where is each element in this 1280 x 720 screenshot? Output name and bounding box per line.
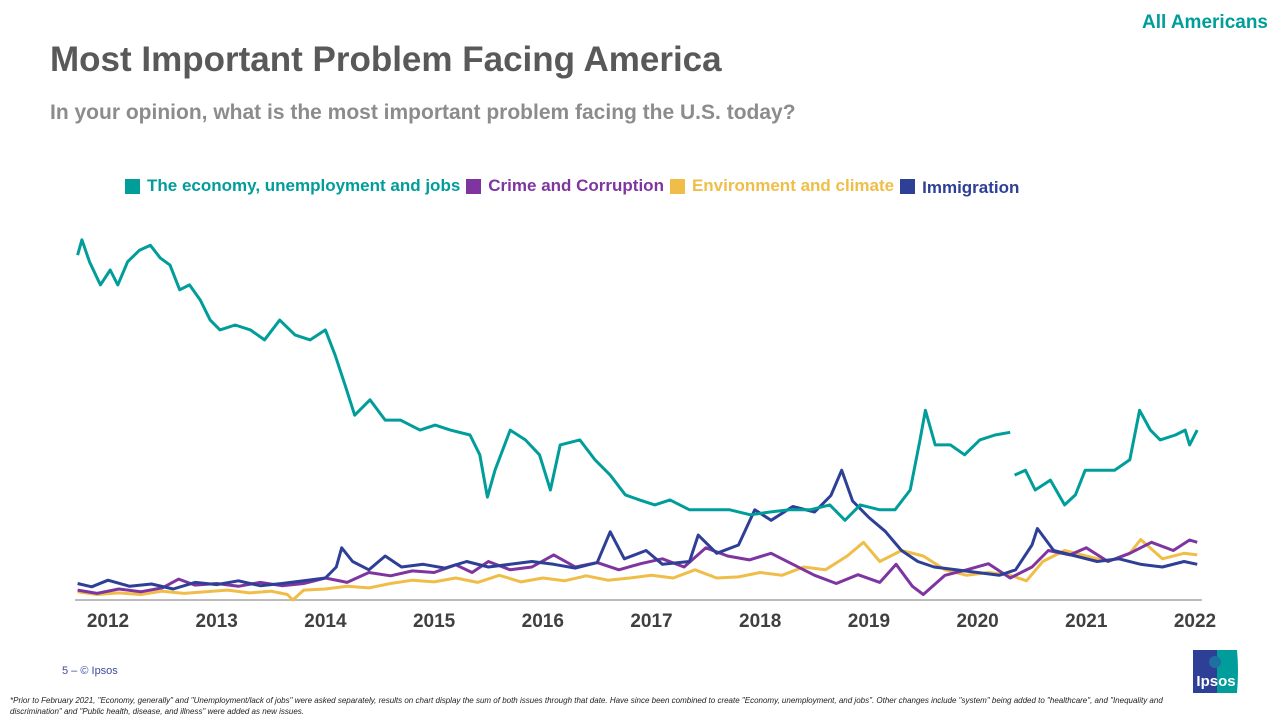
x-tick-label: 2019 [848, 611, 890, 632]
series-layer [76, 238, 1199, 602]
legend-item: Environment and climate [669, 176, 895, 196]
series-line-immigration [77, 468, 1198, 591]
page-subtitle: In your opinion, what is the most import… [50, 101, 796, 124]
legend-label: The economy, unemployment and jobs [147, 176, 461, 195]
x-tick-label: 2015 [413, 611, 456, 632]
x-tick-label: 2021 [1065, 611, 1108, 632]
legend-swatch [125, 178, 140, 194]
x-tick-labels: 2012 2013 2014 2015 2016 2017 2018 2019 2020 2021… [87, 611, 1216, 632]
series-line-crime-and-corruption [77, 538, 1198, 596]
series-line-the-economy-unemployment-and-jobs [76, 238, 1199, 522]
legend-label: Crime and Corruption [488, 176, 664, 195]
x-tick-label: 2017 [630, 611, 672, 632]
x-tick-label: 2022 [1174, 611, 1216, 632]
page-title: Most Important Problem Facing America [50, 40, 722, 79]
page-number: 5 – © Ipsos [62, 665, 118, 677]
legend-label: Environment and climate [691, 176, 895, 195]
legend-item: The economy, unemployment and jobs [125, 176, 460, 196]
legend-swatch [466, 178, 482, 194]
x-tick-label: 2013 [196, 611, 238, 632]
x-tick-label: 2016 [522, 611, 564, 632]
audience-label: All Americans [1141, 12, 1268, 33]
legend-item: Crime and Corruption [466, 176, 664, 196]
footnote: *Prior to February 2021, "Economy, gener… [10, 696, 1163, 716]
legend-label: Immigration [922, 178, 1020, 197]
legend-swatch [900, 178, 916, 194]
legend-item: Immigration [900, 176, 1020, 197]
x-tick-label: 2018 [739, 611, 781, 632]
ipsos-logo: Ipsos [1193, 650, 1238, 693]
series-line-environment-and-climate [77, 538, 1198, 602]
x-tick-label: 2020 [956, 611, 998, 632]
chart-legend: The economy, unemployment and jobs Crime … [125, 176, 1020, 197]
legend-swatch [669, 178, 685, 194]
svg-text:Ipsos: Ipsos [1196, 673, 1235, 690]
x-tick-label: 2012 [87, 611, 129, 632]
x-tick-label: 2014 [304, 611, 347, 632]
